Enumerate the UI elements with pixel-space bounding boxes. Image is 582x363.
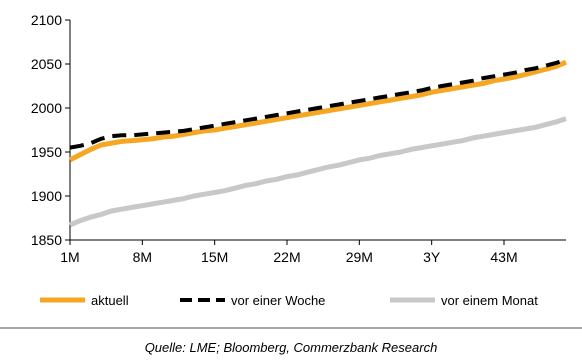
x-tick-label: 43M: [490, 249, 517, 265]
y-tick-label: 2100: [31, 12, 62, 28]
series-lines: [68, 57, 567, 228]
legend-label-1: vor einer Woche: [231, 293, 325, 308]
x-tick-label: 3Y: [423, 249, 441, 265]
y-tick-label: 1950: [31, 144, 62, 160]
y-tick-label: 2000: [31, 100, 62, 116]
ticks: 1850 1900 1950 2000 2050 2100 1M 8M 15M 22M 29M 3Y 4…: [31, 12, 518, 265]
y-tick-label: 1850: [31, 232, 62, 248]
legend-label-0: aktuell: [91, 293, 129, 308]
series-line-1: [69, 57, 567, 150]
axes: [69, 20, 566, 241]
x-tick-label: 22M: [273, 249, 300, 265]
y-tick-label: 1900: [31, 188, 62, 204]
series-line-2: [69, 116, 567, 228]
x-tick-label: 1M: [60, 249, 79, 265]
legend: aktuell vor einer Woche vor einem Monat: [40, 293, 538, 308]
y-tick-label: 2050: [31, 56, 62, 72]
legend-label-2: vor einem Monat: [441, 293, 538, 308]
series-line-0: [68, 59, 567, 163]
x-tick-label: 15M: [201, 249, 228, 265]
x-tick-label: 29M: [346, 249, 373, 265]
x-tick-label: 8M: [133, 249, 152, 265]
source-note: Quelle: LME; Bloomberg, Commerzbank Rese…: [144, 340, 438, 355]
chart: 1850 1900 1950 2000 2050 2100 1M 8M 15M 22M 29M 3Y 4…: [0, 12, 582, 329]
